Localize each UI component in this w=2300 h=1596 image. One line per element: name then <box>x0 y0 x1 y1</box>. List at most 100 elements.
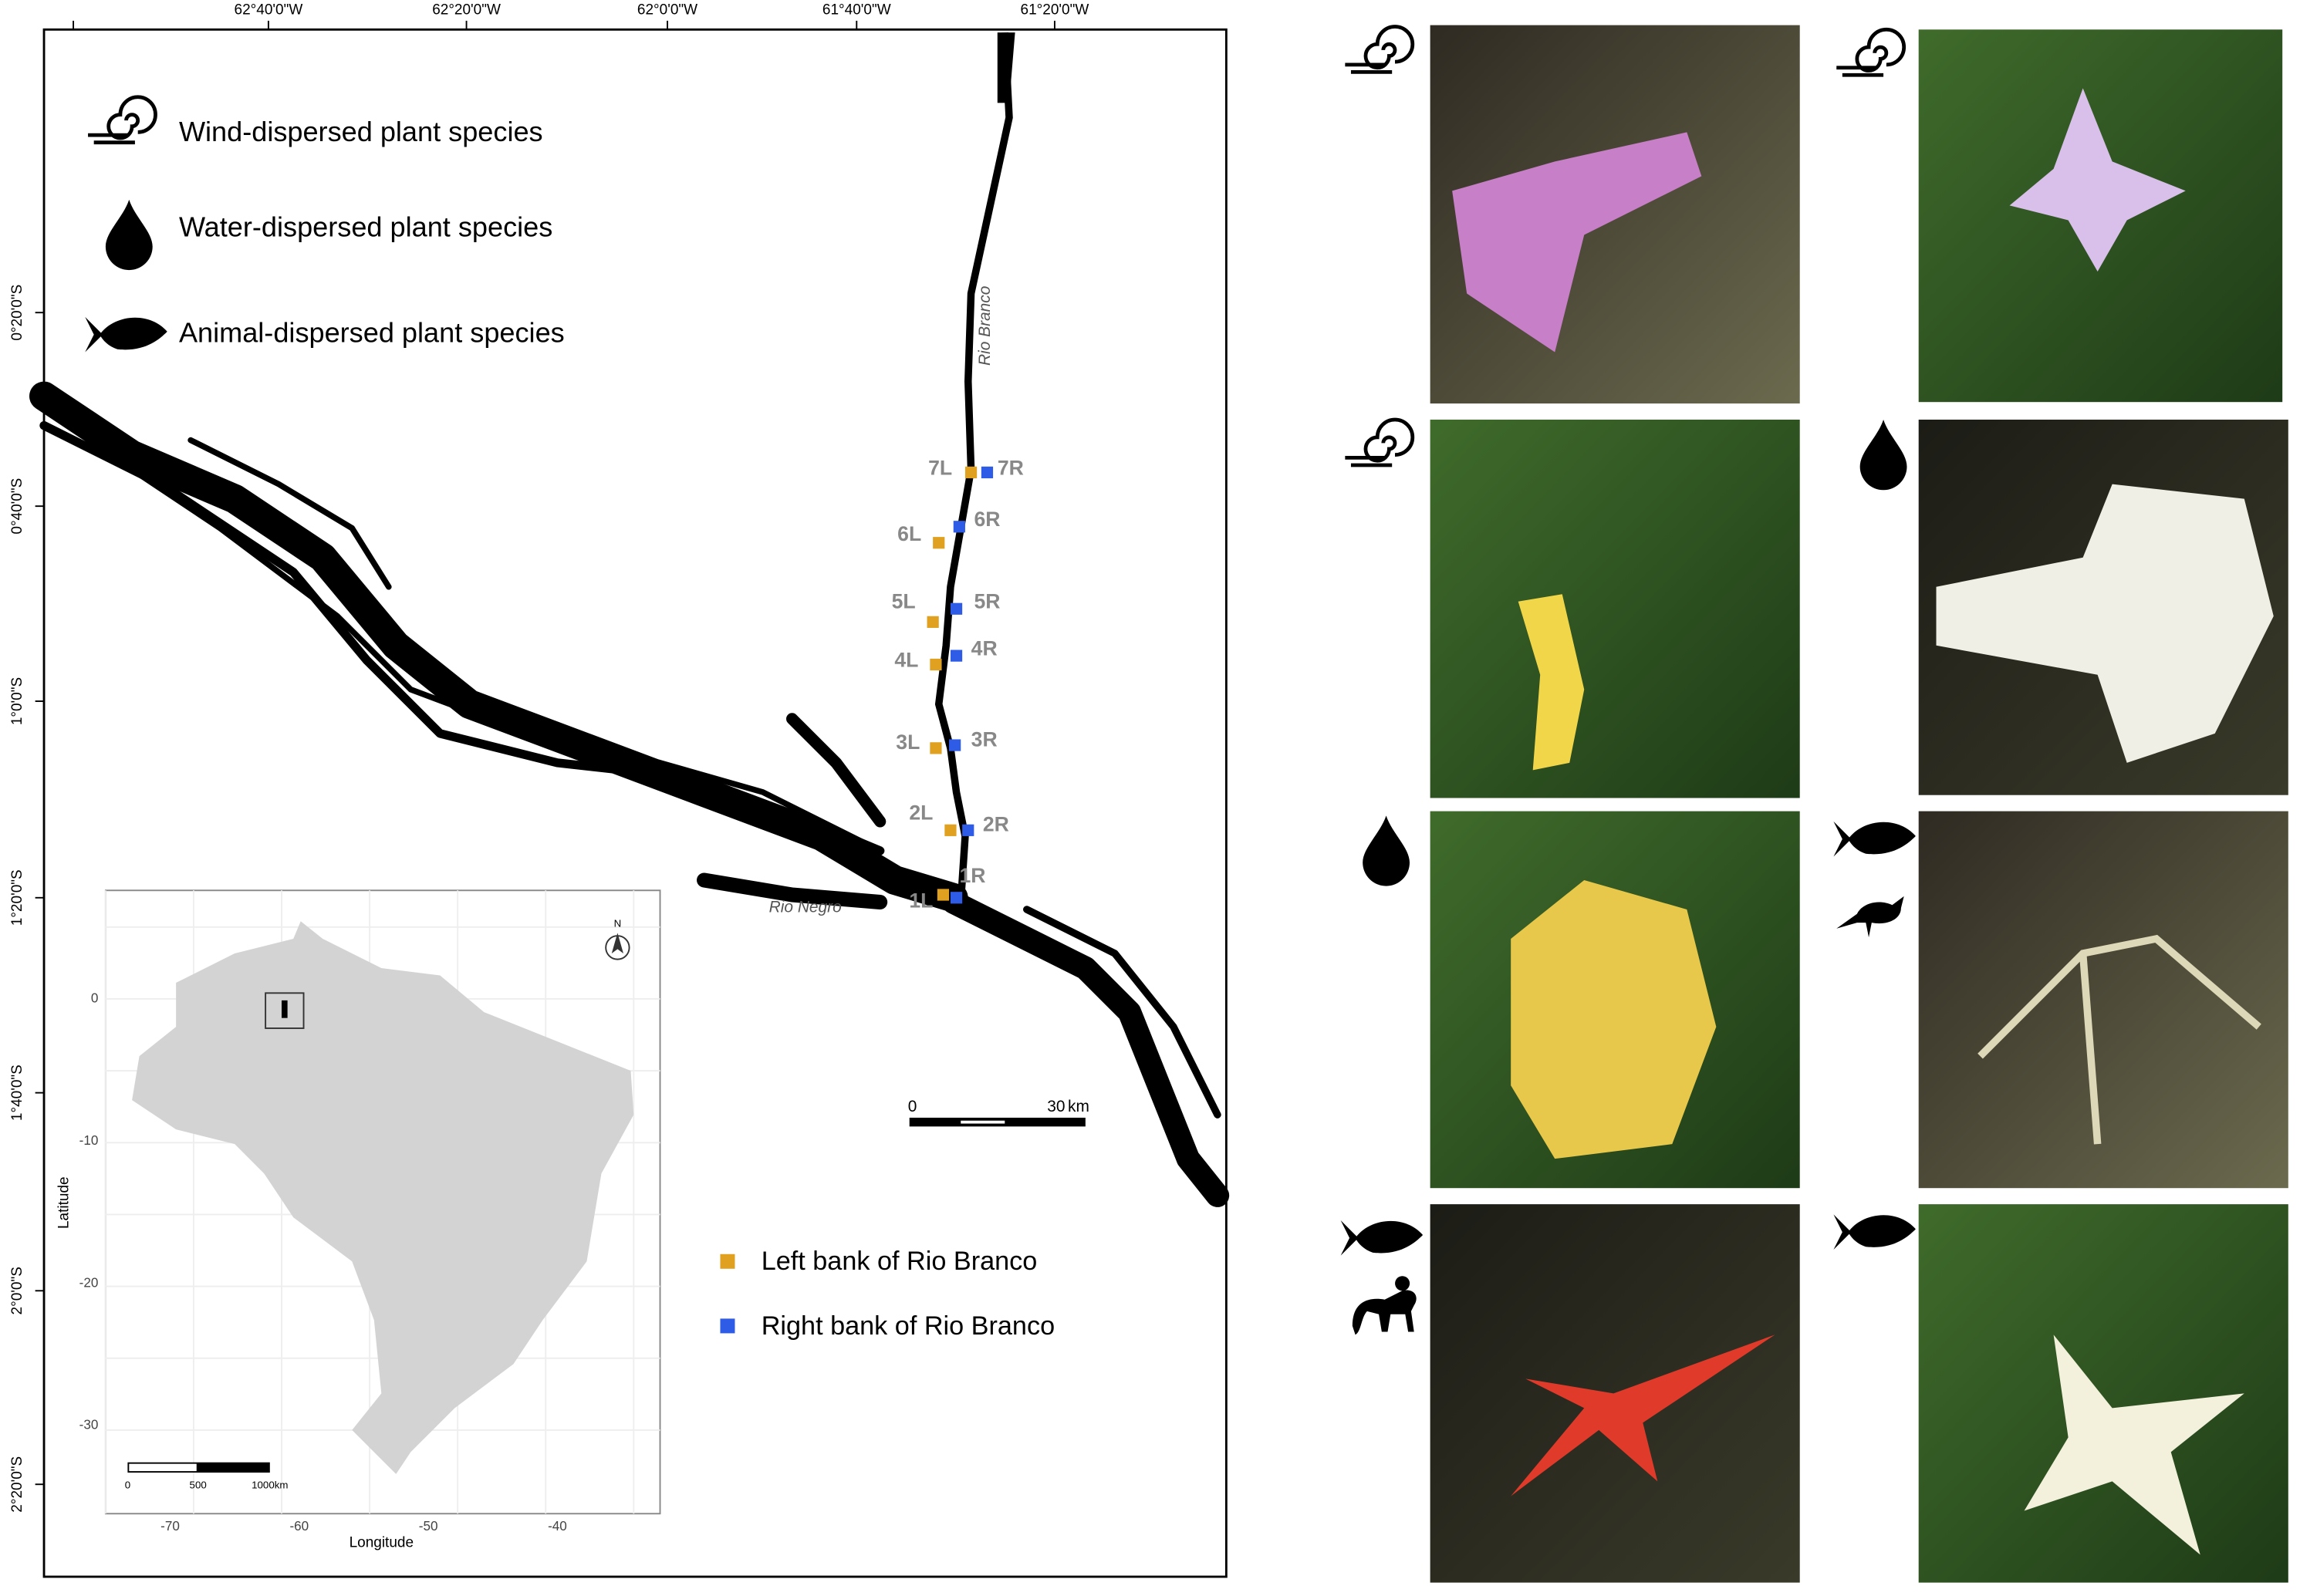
monkey-icon <box>1352 1276 1417 1335</box>
site-marker <box>953 521 965 533</box>
fish-icon <box>1340 1220 1424 1256</box>
north-label: N <box>614 918 622 930</box>
site-label: 4L <box>894 649 918 672</box>
lat-tick-label: 1°40'0"S <box>9 1065 25 1121</box>
legend-label: Animal-dispersed plant species <box>179 316 565 348</box>
brazil-shape <box>132 921 634 1474</box>
water-icon <box>1859 420 1907 491</box>
scale-label: 30 <box>1047 1098 1065 1115</box>
inset-y-tick: -10 <box>79 1133 99 1148</box>
lon-tick-label: 62°20'0"W <box>432 2 501 19</box>
left-bank-swatch <box>720 1254 735 1269</box>
flower <box>2024 1334 2244 1555</box>
lat-tick-label: 2°0'0"S <box>9 1267 25 1314</box>
inset-y-tick: -20 <box>79 1275 99 1290</box>
inset-x-tick: -50 <box>419 1519 438 1534</box>
flower <box>1936 484 2274 763</box>
site-label: 2R <box>983 813 1009 836</box>
site-marker <box>933 537 945 549</box>
flower <box>1511 1334 1775 1496</box>
inset-x-label: Longitude <box>350 1534 414 1550</box>
site-marker <box>937 889 950 901</box>
flower <box>1977 934 2261 1145</box>
lat-ticks: 0°20'0"S 0°40'0"S 1°0'0"S 1°20'0"S 1°40'0"S 2… <box>9 285 45 1513</box>
site-label: 7L <box>928 457 952 480</box>
photo-grid <box>1430 25 2288 1583</box>
site-label: 7R <box>998 457 1024 480</box>
inset-x-tick: -60 <box>289 1519 309 1534</box>
site-label: 2L <box>909 801 933 824</box>
flower <box>1452 132 1702 353</box>
river-label: Rio Negro <box>769 899 842 916</box>
inset-scale-label: 0 <box>125 1480 130 1491</box>
sites: 7L 7R 6L 6R 5L 5R 4L 4R 3L 3R 2L 2R 1L 1R <box>892 457 1024 913</box>
lon-tick-label: 62°40'0"W <box>235 2 303 19</box>
site-marker <box>930 742 942 754</box>
study-area-box <box>265 992 305 1029</box>
water-icon <box>1363 815 1410 886</box>
site-marker <box>930 658 942 671</box>
flower <box>1518 594 1585 771</box>
lon-tick-label: 62°0'0"W <box>637 2 697 19</box>
site-marker <box>949 739 961 751</box>
legend-label: Wind-dispersed plant species <box>179 116 543 147</box>
wind-icon <box>1345 26 1412 72</box>
site-marker <box>962 824 974 836</box>
site-label: 6L <box>897 522 921 545</box>
inset-scale-label: 500 <box>190 1480 207 1491</box>
scale-label: 0 <box>908 1098 917 1115</box>
fish-icon <box>1833 1214 1916 1250</box>
inset-y-tick: -30 <box>79 1418 99 1432</box>
river-label: Rio Branco <box>976 286 994 366</box>
site-marker <box>927 616 939 628</box>
lat-tick-label: 0°20'0"S <box>9 285 25 341</box>
study-area <box>282 1000 288 1018</box>
wind-icon <box>1836 29 1903 75</box>
rio-branco-shape <box>934 32 1013 903</box>
site-marker <box>950 650 963 662</box>
flower <box>1511 879 1717 1159</box>
photo <box>1430 420 1800 798</box>
inset-scale-bar <box>129 1463 197 1472</box>
site-label: 4R <box>971 637 998 660</box>
lat-tick-label: 2°20'0"S <box>9 1456 25 1513</box>
rio-negro-shape <box>29 381 1230 1207</box>
scale-label: km <box>1068 1098 1089 1115</box>
site-label: 3R <box>971 727 998 751</box>
lon-tick-label: 61°40'0"W <box>822 2 891 19</box>
lon-tick-label: 61°20'0"W <box>1021 2 1089 19</box>
right-bank-swatch <box>720 1318 735 1334</box>
site-marker <box>981 466 994 479</box>
site-label: 5L <box>892 590 916 613</box>
site-label: 1R <box>959 864 985 887</box>
site-marker <box>950 892 963 904</box>
flower <box>2009 88 2186 272</box>
lat-tick-label: 1°20'0"S <box>9 869 25 926</box>
site-label: 1L <box>909 889 933 913</box>
photo <box>1918 1204 2288 1583</box>
site-label: 6R <box>974 508 1000 531</box>
legend-label: Water-dispersed plant species <box>179 211 552 242</box>
lat-tick-label: 1°0'0"S <box>9 677 25 725</box>
wind-icon <box>1345 420 1412 465</box>
inset-scale-label: 1000km <box>252 1480 288 1491</box>
scale-bar <box>961 1120 1005 1124</box>
rio-branco-upper <box>997 32 1015 103</box>
site-marker <box>944 824 957 836</box>
bird-icon <box>1836 896 1904 938</box>
site-marker <box>964 466 978 479</box>
bank-legend-label: Right bank of Rio Branco <box>762 1311 1055 1341</box>
site-label: 5R <box>974 590 1000 613</box>
lat-tick-label: 0°40'0"S <box>9 478 25 535</box>
inset-x-tick: -70 <box>160 1519 180 1534</box>
lon-ticks: 62°40'0"W 62°20'0"W 62°0'0"W 61°40'0"W 61°20… <box>73 2 1089 30</box>
bank-legend-label: Left bank of Rio Branco <box>762 1247 1038 1276</box>
north-arrow <box>611 933 623 954</box>
inset-x-tick: -40 <box>548 1519 567 1534</box>
inset-y-label: Latitude <box>56 1176 73 1229</box>
fish-icon <box>1833 821 1916 857</box>
site-marker <box>950 602 963 615</box>
site-label: 3L <box>896 731 920 754</box>
inset-y-tick: 0 <box>91 990 99 1005</box>
